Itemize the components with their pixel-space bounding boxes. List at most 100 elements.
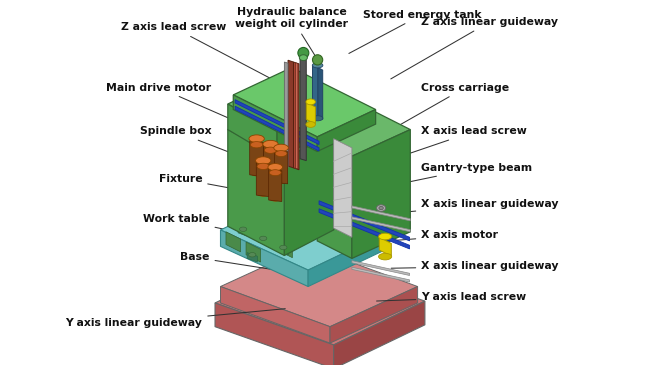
- Polygon shape: [256, 163, 270, 197]
- Polygon shape: [215, 303, 334, 365]
- Text: Gantry-type beam: Gantry-type beam: [391, 163, 533, 185]
- Ellipse shape: [377, 205, 385, 211]
- Polygon shape: [220, 230, 308, 287]
- Ellipse shape: [263, 141, 278, 148]
- Ellipse shape: [379, 233, 391, 240]
- Polygon shape: [269, 213, 284, 233]
- Polygon shape: [288, 60, 294, 168]
- Ellipse shape: [255, 157, 271, 164]
- Polygon shape: [300, 58, 306, 161]
- Polygon shape: [319, 201, 410, 241]
- Ellipse shape: [269, 170, 281, 176]
- Text: Cross carriage: Cross carriage: [391, 82, 510, 130]
- Ellipse shape: [240, 227, 247, 231]
- Polygon shape: [238, 227, 248, 237]
- Text: X axis motor: X axis motor: [391, 230, 498, 241]
- Text: X axis lead screw: X axis lead screw: [391, 126, 527, 160]
- Polygon shape: [294, 62, 299, 170]
- Polygon shape: [312, 66, 318, 117]
- Polygon shape: [233, 95, 317, 151]
- Polygon shape: [290, 223, 304, 243]
- Ellipse shape: [306, 122, 315, 127]
- Polygon shape: [249, 203, 264, 223]
- Ellipse shape: [250, 142, 263, 148]
- Polygon shape: [269, 169, 282, 201]
- Polygon shape: [257, 227, 273, 247]
- Polygon shape: [226, 232, 241, 252]
- Polygon shape: [228, 80, 326, 131]
- Polygon shape: [220, 246, 418, 327]
- Ellipse shape: [312, 63, 323, 68]
- Text: Z axis lead screw: Z axis lead screw: [121, 22, 286, 86]
- Text: X axis linear guideway: X axis linear guideway: [391, 261, 559, 272]
- Polygon shape: [278, 245, 288, 255]
- Ellipse shape: [249, 135, 264, 142]
- Polygon shape: [306, 102, 315, 124]
- Ellipse shape: [379, 207, 383, 210]
- Polygon shape: [228, 104, 277, 159]
- Text: Y axis linear guideway: Y axis linear guideway: [65, 309, 285, 328]
- Ellipse shape: [275, 177, 287, 183]
- Polygon shape: [334, 301, 425, 365]
- Text: Work table: Work table: [143, 214, 276, 240]
- Polygon shape: [318, 68, 323, 119]
- Polygon shape: [215, 259, 425, 345]
- Polygon shape: [308, 234, 385, 287]
- Ellipse shape: [312, 55, 323, 65]
- Text: Fixture: Fixture: [158, 174, 276, 197]
- Text: X axis linear guideway: X axis linear guideway: [391, 199, 559, 213]
- Text: Stored energy tank: Stored energy tank: [349, 9, 481, 53]
- Polygon shape: [249, 141, 263, 176]
- Ellipse shape: [259, 236, 267, 241]
- Polygon shape: [352, 206, 411, 221]
- Polygon shape: [334, 139, 352, 237]
- Ellipse shape: [257, 163, 269, 169]
- Ellipse shape: [264, 147, 277, 153]
- Ellipse shape: [306, 99, 315, 105]
- Polygon shape: [228, 104, 334, 159]
- Polygon shape: [238, 217, 252, 237]
- Polygon shape: [228, 130, 284, 256]
- Polygon shape: [317, 112, 411, 156]
- Ellipse shape: [250, 170, 263, 176]
- Text: Hydraulic balance
weight oil cylinder: Hydraulic balance weight oil cylinder: [235, 7, 348, 60]
- Text: Z axis linear guideway: Z axis linear guideway: [391, 17, 558, 79]
- Polygon shape: [352, 217, 411, 232]
- Ellipse shape: [268, 164, 282, 171]
- Ellipse shape: [264, 175, 277, 181]
- Text: Spindle box: Spindle box: [140, 126, 267, 167]
- Polygon shape: [317, 110, 376, 151]
- Ellipse shape: [274, 144, 288, 151]
- Polygon shape: [263, 147, 277, 182]
- Ellipse shape: [257, 190, 269, 196]
- Ellipse shape: [379, 253, 391, 260]
- Polygon shape: [296, 63, 298, 169]
- Polygon shape: [275, 150, 288, 184]
- Polygon shape: [247, 253, 257, 262]
- Ellipse shape: [249, 253, 256, 257]
- Polygon shape: [233, 68, 376, 137]
- Polygon shape: [235, 106, 319, 151]
- Polygon shape: [319, 209, 410, 249]
- Polygon shape: [352, 267, 410, 282]
- Polygon shape: [352, 130, 411, 258]
- Ellipse shape: [275, 151, 287, 157]
- Ellipse shape: [298, 47, 309, 58]
- Text: Y axis lead screw: Y axis lead screw: [377, 292, 527, 303]
- Polygon shape: [235, 100, 319, 145]
- Polygon shape: [220, 193, 385, 270]
- Polygon shape: [278, 238, 292, 258]
- Text: Base: Base: [180, 252, 285, 272]
- Ellipse shape: [280, 245, 287, 250]
- Ellipse shape: [269, 195, 281, 201]
- Text: Main drive motor: Main drive motor: [106, 82, 269, 136]
- Polygon shape: [284, 62, 288, 168]
- Ellipse shape: [312, 116, 323, 121]
- Polygon shape: [352, 261, 410, 276]
- Polygon shape: [220, 287, 330, 343]
- Polygon shape: [284, 133, 334, 256]
- Polygon shape: [317, 139, 352, 258]
- Polygon shape: [330, 287, 418, 343]
- Polygon shape: [379, 237, 391, 256]
- Polygon shape: [258, 236, 269, 246]
